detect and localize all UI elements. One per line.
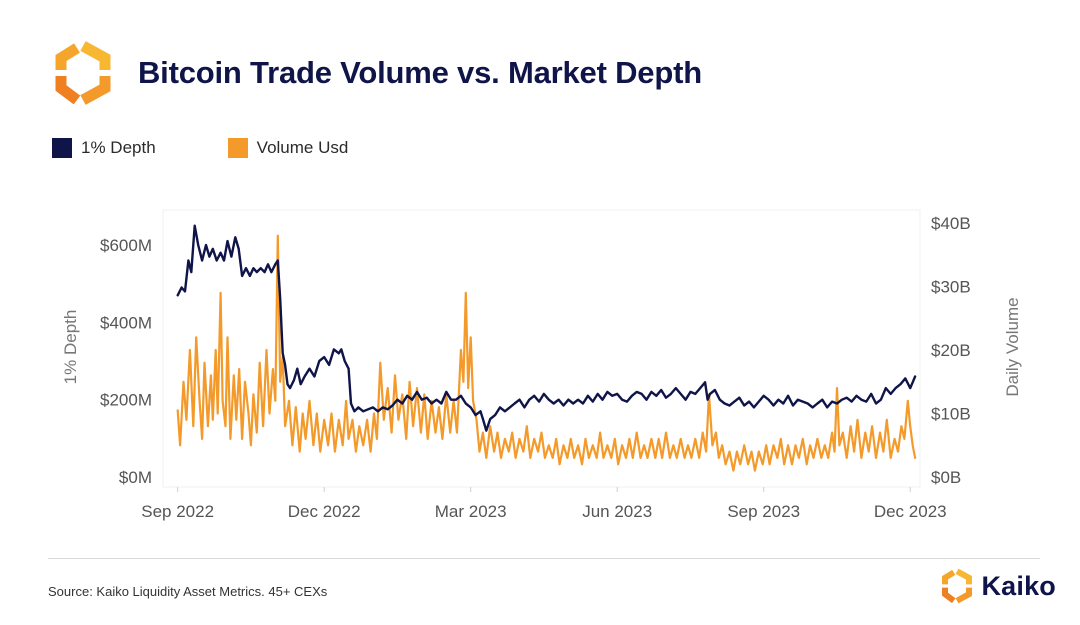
y-right-tick-label: $30B xyxy=(931,278,971,297)
chart-title: Bitcoin Trade Volume vs. Market Depth xyxy=(138,55,702,90)
x-tick-label: Sep 2023 xyxy=(727,502,800,521)
chart-plot: $600M $400M $200M $0M $40B $30B $20B $10B $0B S… xyxy=(61,209,1022,521)
y-right-tick-label: $40B xyxy=(931,214,971,233)
y-left-tick-label: $0M xyxy=(119,468,152,487)
volume-usd-line xyxy=(176,234,917,472)
brand-name: Kaiko xyxy=(981,570,1056,601)
series-layer xyxy=(176,224,917,472)
x-tick-label: Sep 2022 xyxy=(141,502,214,521)
left-axis: $600M $400M $200M $0M xyxy=(100,236,152,487)
y-left-tick-label: $600M xyxy=(100,236,152,255)
legend-label-volume: Volume Usd xyxy=(256,138,349,157)
legend-swatch-volume xyxy=(227,138,248,158)
kaiko-logo-icon xyxy=(55,41,111,105)
right-axis: $40B $30B $20B $10B $0B xyxy=(931,214,971,487)
legend-swatch-depth xyxy=(52,138,72,158)
legend-item-volume: Volume Usd xyxy=(227,138,349,158)
legend-label-depth: 1% Depth xyxy=(81,138,156,157)
y-left-tick-label: $200M xyxy=(100,391,152,410)
y-left-axis-title: 1% Depth xyxy=(61,310,80,385)
y-right-tick-label: $20B xyxy=(931,341,971,360)
kaiko-logo-icon xyxy=(942,568,973,604)
brand: Kaiko xyxy=(939,568,1056,604)
y-right-axis-title: Daily Volume xyxy=(1003,297,1022,396)
depth-1pct-line xyxy=(176,224,917,432)
legend-item-depth: 1% Depth xyxy=(52,138,156,158)
x-tick-label: Dec 2023 xyxy=(874,502,947,521)
source-note: Source: Kaiko Liquidity Asset Metrics. 4… xyxy=(48,584,328,599)
header: Bitcoin Trade Volume vs. Market Depth xyxy=(50,40,702,106)
y-right-tick-label: $10B xyxy=(931,405,971,424)
x-tick-label: Mar 2023 xyxy=(435,502,507,521)
y-left-tick-label: $400M xyxy=(100,313,152,332)
legend: 1% Depth Volume Usd xyxy=(52,138,420,158)
x-axis: Sep 2022 Dec 2022 Mar 2023 Jun 2023 Sep 2023… xyxy=(141,487,947,521)
y-right-tick-label: $0B xyxy=(931,468,961,487)
x-tick-label: Dec 2022 xyxy=(288,502,361,521)
x-tick-label: Jun 2023 xyxy=(582,502,652,521)
footer-divider xyxy=(48,558,1040,559)
